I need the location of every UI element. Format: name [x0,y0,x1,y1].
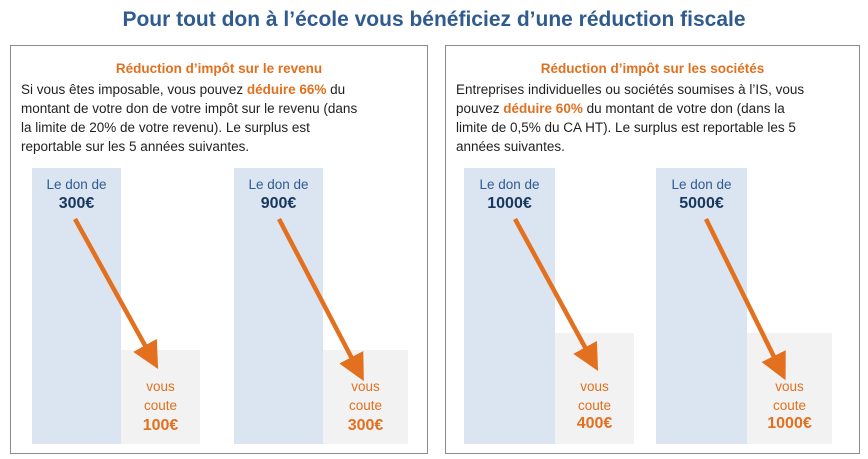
panel-heading: Réduction d’impôt sur les sociétés [540,61,765,76]
donation-label: Le don de [46,177,107,192]
donation-label: Le don de [248,177,309,192]
donation-label: Le don de [479,177,540,192]
donation-label: Le don de [671,177,732,192]
panel-heading: Réduction d’impôt sur le revenu [115,61,323,76]
donation-value: 5000€ [679,195,724,212]
description-line: Si vous êtes imposable, vous pouvez dédu… [21,82,346,97]
description-line: montant de votre don de votre impôt sur … [21,101,358,116]
cost-label: vous coute [772,379,807,413]
description-line: limite de 0,5% du CA HT). Le surplus est… [456,120,796,135]
cost-value: 100€ [142,417,179,434]
donation-value: 900€ [260,195,297,212]
cost-value: 300€ [347,417,384,434]
panel-description: Si vous êtes imposable, vous pouvez dédu… [21,80,357,156]
donation-value: 1000€ [487,195,532,212]
description-line: pouvez déduire 60% du montant de votre d… [456,101,785,116]
cost-value: 1000€ [767,415,812,432]
cost-label: vous coute [577,379,612,413]
cost-label: vous coute [143,379,178,413]
cost-label: vous coute [348,379,383,413]
page-title: Pour tout don à l’école vous bénéficiez … [122,8,746,31]
description-line: années suivantes. [456,139,565,154]
description-line: la limite de 20% de votre revenu). Le su… [21,120,310,135]
panel-description: Entreprises individuelles ou sociétés so… [456,80,804,156]
description-line: reportable sur les 5 années suivantes. [21,139,250,154]
description-line: Entreprises individuelles ou sociétés so… [456,82,805,97]
cost-value: 400€ [576,415,613,432]
donation-value: 300€ [58,195,95,212]
